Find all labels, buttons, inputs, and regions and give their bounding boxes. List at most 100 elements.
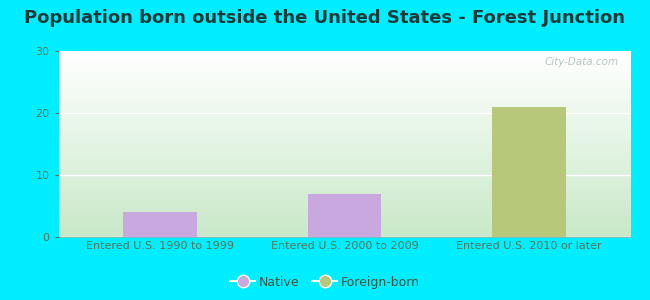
Bar	[58, 86, 630, 87]
Bar	[58, 120, 630, 121]
Bar	[58, 109, 630, 110]
Bar	[58, 166, 630, 167]
Bar	[58, 112, 630, 113]
Bar	[58, 160, 630, 161]
Bar	[58, 97, 630, 98]
Bar	[58, 186, 630, 187]
Bar	[58, 62, 630, 63]
Bar	[58, 99, 630, 100]
Bar	[58, 198, 630, 199]
Bar	[58, 192, 630, 193]
Bar	[58, 218, 630, 219]
Bar	[58, 76, 630, 77]
Text: City-Data.com: City-Data.com	[545, 57, 619, 67]
Bar	[58, 193, 630, 194]
Bar	[58, 125, 630, 126]
Bar	[58, 165, 630, 166]
Bar	[58, 214, 630, 215]
Bar	[58, 222, 630, 223]
Bar	[58, 213, 630, 214]
Bar	[58, 203, 630, 205]
Bar	[58, 236, 630, 237]
Bar	[492, 107, 566, 237]
Bar	[58, 163, 630, 164]
Bar	[58, 130, 630, 131]
Bar	[58, 202, 630, 203]
Bar	[58, 173, 630, 174]
Bar	[58, 184, 630, 185]
Bar	[58, 234, 630, 235]
Bar	[58, 167, 630, 168]
Bar	[58, 83, 630, 85]
Bar	[58, 225, 630, 226]
Bar	[58, 96, 630, 97]
Bar	[58, 131, 630, 132]
Bar	[58, 169, 630, 170]
Bar	[58, 73, 630, 74]
Bar	[58, 110, 630, 111]
Bar	[58, 180, 630, 181]
Legend: Native, Foreign-born: Native, Foreign-born	[225, 271, 425, 294]
Bar	[58, 92, 630, 93]
Bar	[58, 118, 630, 119]
Bar	[58, 121, 630, 122]
Bar	[58, 82, 630, 83]
Bar	[58, 146, 630, 147]
Bar	[58, 122, 630, 123]
Bar	[58, 156, 630, 157]
Bar	[58, 196, 630, 197]
Bar	[58, 123, 630, 124]
Bar	[58, 107, 630, 108]
Bar	[58, 139, 630, 140]
Bar	[58, 182, 630, 183]
Bar	[58, 74, 630, 75]
Bar	[58, 232, 630, 233]
Bar	[58, 129, 630, 130]
Bar	[58, 64, 630, 65]
Bar	[58, 51, 630, 52]
Bar	[58, 135, 630, 136]
Bar	[58, 161, 630, 162]
Bar	[58, 227, 630, 228]
Bar	[58, 59, 630, 60]
Bar	[58, 104, 630, 105]
Bar	[58, 200, 630, 201]
Bar	[58, 235, 630, 236]
Bar	[58, 54, 630, 55]
Bar	[58, 126, 630, 127]
Bar	[58, 208, 630, 209]
Bar	[58, 55, 630, 56]
Bar	[307, 194, 382, 237]
Bar	[58, 144, 630, 145]
Bar	[58, 85, 630, 86]
Bar	[58, 63, 630, 64]
Bar	[58, 78, 630, 79]
Bar	[58, 140, 630, 141]
Bar	[58, 117, 630, 118]
Bar	[58, 134, 630, 135]
Bar	[58, 230, 630, 231]
Bar	[58, 79, 630, 80]
Bar	[58, 116, 630, 117]
Bar	[58, 171, 630, 172]
Bar	[58, 229, 630, 230]
Bar	[58, 80, 630, 81]
Bar	[58, 150, 630, 151]
Bar	[58, 138, 630, 139]
Bar	[58, 152, 630, 153]
Bar	[58, 124, 630, 125]
Bar	[58, 85, 630, 86]
Bar	[58, 170, 630, 171]
Bar	[58, 164, 630, 165]
Bar	[58, 127, 630, 128]
Bar	[58, 88, 630, 89]
Bar	[58, 87, 630, 88]
Bar	[58, 145, 630, 146]
Bar	[58, 217, 630, 218]
Bar	[58, 132, 630, 133]
Bar	[58, 82, 630, 83]
Bar	[58, 228, 630, 229]
Bar	[58, 153, 630, 154]
Bar	[58, 89, 630, 90]
Bar	[58, 195, 630, 196]
